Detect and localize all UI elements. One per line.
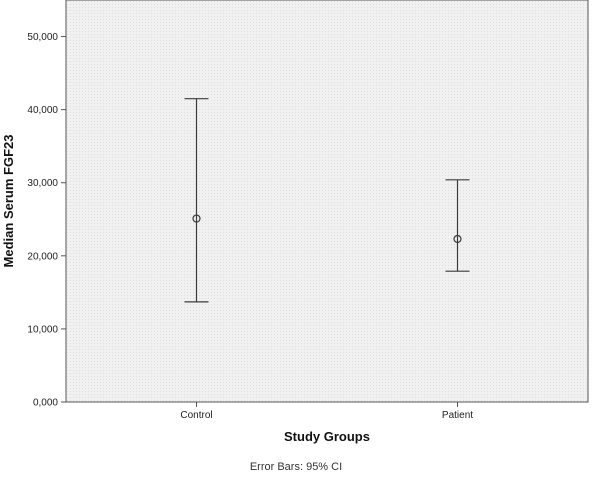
plot-area bbox=[65, 0, 589, 403]
y-tick-label: 30,000 bbox=[27, 178, 58, 189]
y-tick-label: 50,000 bbox=[27, 32, 58, 43]
x-axis: Control Patient bbox=[180, 402, 473, 421]
x-axis-title: Study Groups bbox=[284, 429, 370, 444]
y-tick-label: 20,000 bbox=[27, 251, 58, 262]
y-tick-label: 40,000 bbox=[27, 105, 58, 116]
y-axis-title: Median Serum FGF23 bbox=[1, 135, 16, 268]
y-tick-label: 0,000 bbox=[33, 398, 58, 409]
median-point-patient bbox=[453, 234, 462, 244]
x-tick-label: Control bbox=[180, 410, 212, 421]
y-axis: 0,000 10,000 20,000 30,000 40,000 50,000 bbox=[27, 32, 66, 409]
x-tick-label: Patient bbox=[442, 410, 473, 421]
error-bars bbox=[184, 98, 470, 303]
median-point-control bbox=[192, 214, 201, 223]
y-tick-label: 10,000 bbox=[27, 324, 58, 335]
error-bars-footnote: Error Bars: 95% CI bbox=[250, 461, 342, 473]
